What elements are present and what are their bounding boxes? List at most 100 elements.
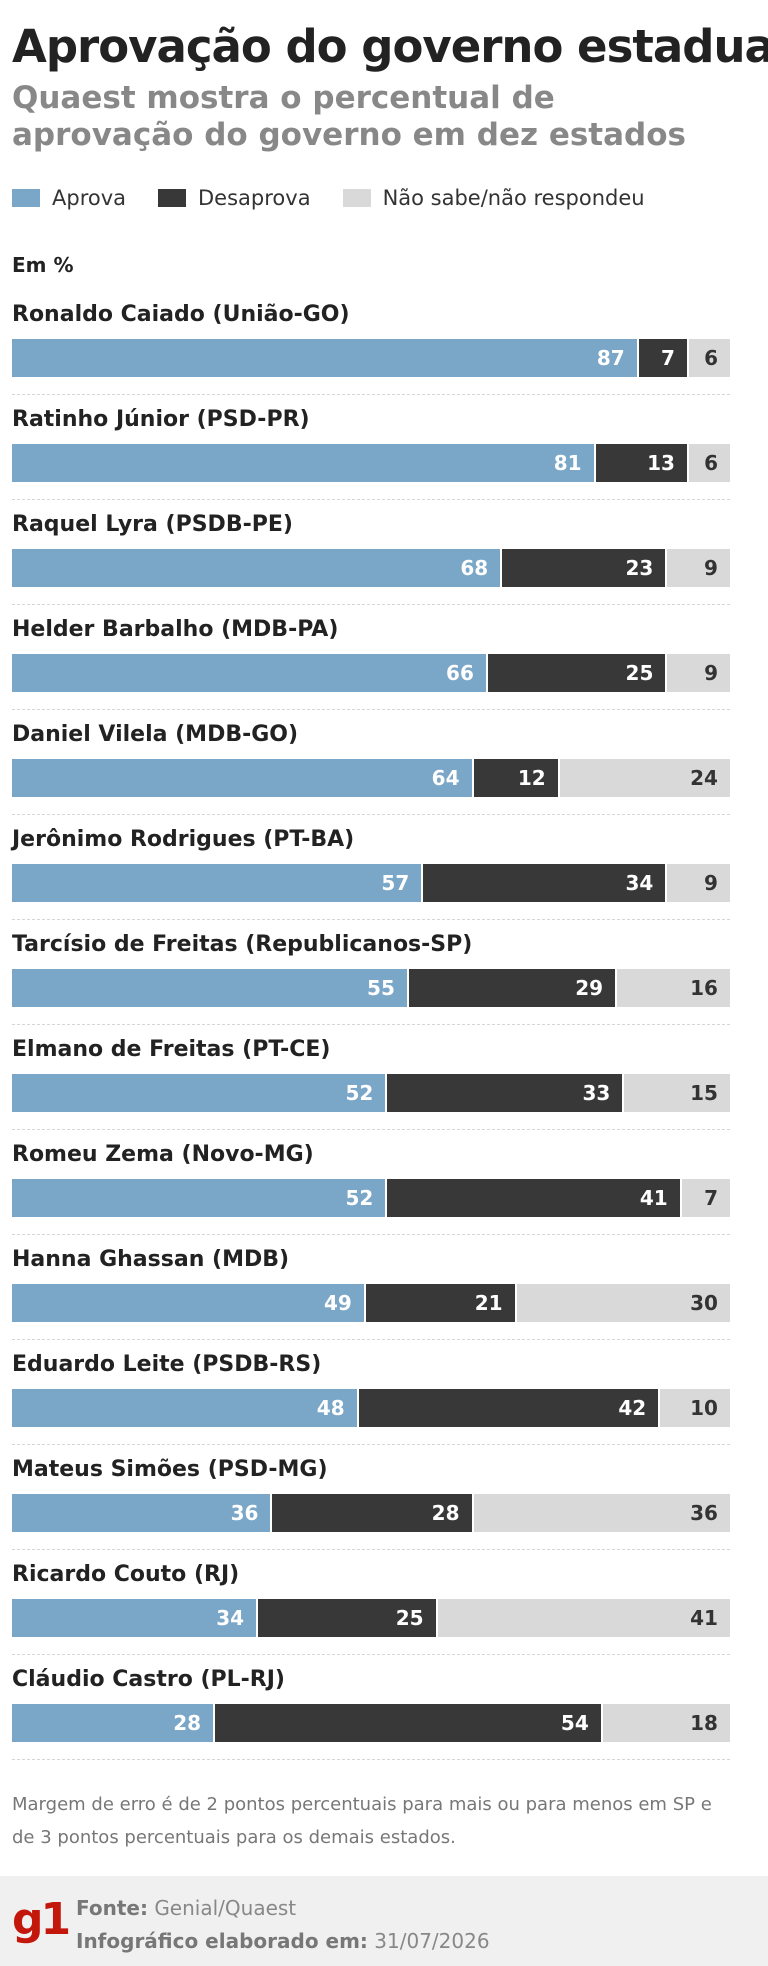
row-divider [12, 709, 730, 710]
chart-row: Mateus Simões (PSD-MG) 36 28 36 [12, 1457, 730, 1562]
data-label: 66 [446, 661, 474, 685]
data-label: 81 [553, 451, 582, 475]
data-label: 55 [367, 976, 395, 1000]
legend-item-approve: Aprova [12, 186, 126, 210]
bar-segment-unknown: 15 [622, 1074, 730, 1112]
chart-row: Elmano de Freitas (PT-CE) 52 33 15 [12, 1037, 730, 1142]
bar-segment-unknown: 16 [615, 969, 730, 1007]
chart-row: Ronaldo Caiado (União-GO) 87 7 6 [12, 302, 730, 407]
data-label: 30 [690, 1291, 718, 1315]
data-label: 52 [345, 1186, 374, 1210]
legend-swatch-disapprove [158, 189, 187, 207]
stacked-bar: 52 33 15 [12, 1074, 730, 1112]
data-label: 6 [704, 346, 718, 370]
bar-segment-unknown: 9 [665, 864, 730, 902]
data-label: 36 [230, 1501, 259, 1525]
bar-segment-approve: 55 [12, 969, 407, 1007]
data-label: 7 [704, 1186, 718, 1210]
chart-row: Raquel Lyra (PSDB-PE) 68 23 9 [12, 512, 730, 617]
made-value: 31/07/2026 [374, 1929, 490, 1953]
source-block: Fonte: Genial/Quaest Infográfico elabora… [76, 1892, 490, 1958]
legend-swatch-approve [12, 189, 40, 207]
data-label: 21 [474, 1291, 503, 1315]
bar-segment-disapprove: 28 [270, 1494, 472, 1532]
category-label: Ratinho Júnior (PSD-PR) [12, 407, 310, 432]
chart-title: Aprovação do governo estadual [12, 20, 768, 73]
data-label: 25 [395, 1606, 424, 1630]
g1-logo: g1 [12, 1894, 71, 1945]
source-value: Genial/Quaest [154, 1896, 297, 1920]
data-label: 48 [316, 1396, 345, 1420]
data-label: 23 [625, 556, 654, 580]
category-label: Raquel Lyra (PSDB-PE) [12, 512, 293, 537]
legend-label-approve: Aprova [52, 186, 127, 210]
stacked-bar: 55 29 16 [12, 969, 730, 1007]
source-label: Fonte: [76, 1896, 148, 1920]
chart-row: Helder Barbalho (MDB-PA) 66 25 9 [12, 617, 730, 722]
footer: g1 Fonte: Genial/Quaest Infográfico elab… [0, 1876, 768, 1966]
category-label: Jerônimo Rodrigues (PT-BA) [12, 827, 355, 852]
data-label: 34 [625, 871, 654, 895]
data-label: 49 [323, 1291, 352, 1315]
data-label: 87 [596, 346, 625, 370]
row-divider [12, 1444, 730, 1445]
category-label: Helder Barbalho (MDB-PA) [12, 617, 339, 642]
row-divider [12, 1339, 730, 1340]
bar-segment-approve: 52 [12, 1074, 386, 1112]
data-label: 52 [345, 1081, 374, 1105]
bar-segment-approve: 66 [12, 654, 486, 692]
bar-segment-disapprove: 42 [356, 1389, 659, 1427]
category-label: Tarcísio de Freitas (Republicanos-SP) [12, 932, 473, 957]
made-line: Infográfico elaborado em: 31/07/2026 [76, 1925, 490, 1958]
bar-segment-unknown: 18 [600, 1704, 730, 1742]
bar-segment-unknown: 36 [471, 1494, 730, 1532]
data-label: 36 [690, 1501, 718, 1525]
data-label: 57 [381, 871, 410, 895]
legend-label-disapprove: Desaprova [198, 186, 311, 210]
bar-segment-disapprove: 33 [385, 1074, 623, 1112]
row-divider [12, 604, 730, 605]
data-label: 9 [704, 556, 718, 580]
chart-row: Daniel Vilela (MDB-GO) 64 12 24 [12, 722, 730, 827]
chart-row: Cláudio Castro (PL-RJ) 28 54 18 [12, 1667, 730, 1772]
data-label: 41 [690, 1606, 718, 1630]
chart-row: Eduardo Leite (PSDB-RS) 48 42 10 [12, 1352, 730, 1457]
stacked-bar: 81 13 6 [12, 444, 730, 482]
row-divider [12, 1234, 730, 1235]
chart-row: Hanna Ghassan (MDB) 49 21 30 [12, 1247, 730, 1352]
data-label: 15 [690, 1081, 718, 1105]
chart-row: Ratinho Júnior (PSD-PR) 81 13 6 [12, 407, 730, 512]
category-label: Ronaldo Caiado (União-GO) [12, 302, 350, 327]
legend-label-unknown: Não sabe/não respondeu [382, 186, 645, 210]
chart-row: Jerônimo Rodrigues (PT-BA) 57 34 9 [12, 827, 730, 932]
stacked-bar: 36 28 36 [12, 1494, 730, 1532]
data-label: 13 [647, 451, 675, 475]
data-label: 29 [575, 976, 604, 1000]
data-label: 16 [690, 976, 718, 1000]
bar-segment-unknown: 6 [686, 444, 730, 482]
bar-segment-disapprove: 34 [421, 864, 666, 902]
bar-segment-disapprove: 13 [593, 444, 687, 482]
data-label: 9 [704, 871, 718, 895]
category-label: Ricardo Couto (RJ) [12, 1562, 240, 1587]
stacked-bar: 52 41 7 [12, 1179, 730, 1217]
stacked-bar: 64 12 24 [12, 759, 730, 797]
stacked-bar: 28 54 18 [12, 1704, 730, 1742]
bar-segment-approve: 64 [12, 759, 472, 797]
chart-row: Romeu Zema (Novo-MG) 52 41 7 [12, 1142, 730, 1247]
bar-segment-approve: 36 [12, 1494, 271, 1532]
legend-swatch-unknown [342, 189, 371, 207]
row-divider [12, 1129, 730, 1130]
bar-segment-approve: 81 [12, 444, 594, 482]
bar-segment-disapprove: 12 [471, 759, 558, 797]
bar-segment-disapprove: 41 [385, 1179, 680, 1217]
stacked-bar: 68 23 9 [12, 549, 730, 587]
bar-segment-disapprove: 23 [500, 549, 666, 587]
row-divider [12, 814, 730, 815]
stacked-bar: 49 21 30 [12, 1284, 730, 1322]
row-divider [12, 1024, 730, 1025]
bar-segment-unknown: 10 [658, 1389, 730, 1427]
stacked-bar: 66 25 9 [12, 654, 730, 692]
data-label: 24 [690, 766, 718, 790]
bar-segment-unknown: 9 [665, 549, 730, 587]
